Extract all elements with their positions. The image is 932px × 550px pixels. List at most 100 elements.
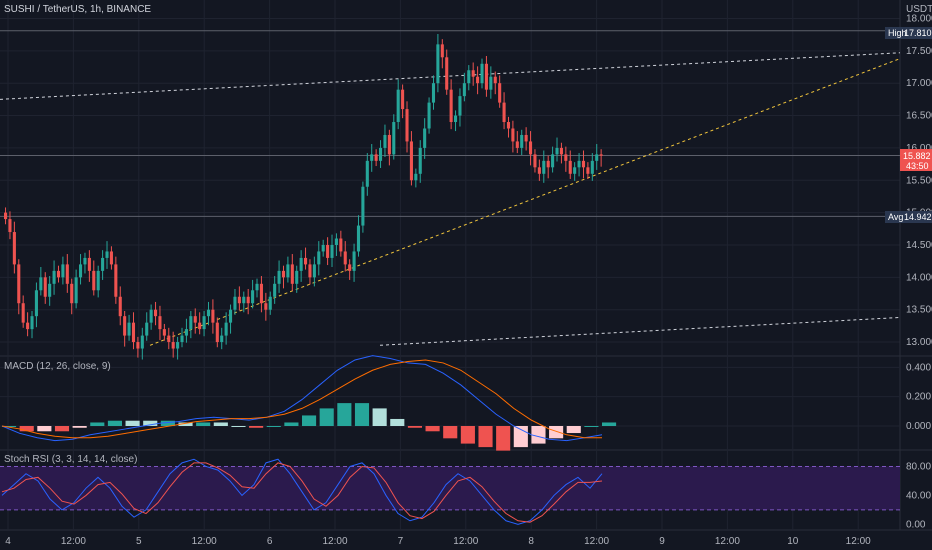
- candle-body: [34, 290, 38, 317]
- candle-body: [520, 134, 524, 148]
- candle-body: [220, 335, 224, 343]
- candle-body: [568, 160, 572, 174]
- candle-body: [268, 296, 272, 310]
- candlestick-series: [4, 34, 603, 360]
- candle-body: [109, 251, 113, 265]
- macd-histogram-bar: [566, 426, 581, 434]
- y-tick-label: 15.500: [906, 175, 932, 186]
- candle-body: [65, 264, 69, 284]
- candle-body: [334, 238, 338, 245]
- candle-body: [158, 316, 162, 330]
- signal-line: [1, 359, 602, 439]
- candle-body: [17, 264, 21, 304]
- candle-body: [229, 309, 233, 323]
- macd-histogram-bar: [37, 426, 52, 432]
- candle-body: [586, 167, 590, 174]
- candle-body: [564, 154, 568, 161]
- macd-title: MACD (12, 26, close, 9): [4, 361, 111, 372]
- macd-histogram-bar: [19, 426, 34, 432]
- candle-body: [498, 83, 502, 103]
- candle-body: [533, 154, 537, 168]
- candle-body: [8, 219, 12, 233]
- candle-body: [281, 270, 286, 278]
- candle-body: [449, 89, 453, 123]
- macd-histogram-bar: [2, 426, 17, 427]
- candle-body: [581, 160, 586, 168]
- candle-body: [70, 283, 74, 304]
- candle-body: [26, 322, 30, 330]
- y-tick-label: 17.000: [906, 78, 932, 89]
- candle-body: [445, 57, 449, 90]
- avg-label: Avg: [888, 212, 903, 222]
- candle-body: [502, 102, 506, 123]
- macd-histogram-bar: [443, 426, 458, 439]
- macd-histogram-bar: [231, 426, 246, 427]
- macd-histogram-bar: [54, 426, 70, 432]
- high-label: High: [888, 28, 907, 38]
- stoch-title: Stoch RSI (3, 3, 14, 14, close): [4, 454, 137, 465]
- candle-body: [414, 173, 418, 181]
- avg-tag: Avg 14.942: [885, 211, 932, 223]
- candle-body: [467, 70, 471, 84]
- candle-body: [171, 342, 175, 349]
- x-tick-label: 7: [398, 536, 404, 547]
- currency-label: USDT: [906, 4, 932, 15]
- candle-body: [542, 160, 546, 174]
- candle-body: [4, 212, 8, 220]
- macd-histogram-bar: [107, 420, 122, 426]
- candle-body: [405, 109, 409, 142]
- macd-histogram-bar: [125, 420, 140, 426]
- macd-histogram-bar: [602, 422, 617, 426]
- candle-body: [145, 322, 149, 336]
- candle-body: [396, 89, 400, 123]
- candle-body: [326, 244, 330, 258]
- macd-histogram-bar: [354, 403, 370, 426]
- candle-body: [506, 122, 511, 129]
- macd-pane: [0, 355, 900, 451]
- candle-body: [348, 264, 352, 271]
- candle-body: [299, 257, 303, 271]
- candle-body: [418, 147, 422, 174]
- candle-body: [515, 141, 519, 148]
- y-tick-label: 17.500: [906, 46, 932, 57]
- x-tick-label: 12:00: [846, 536, 871, 547]
- x-tick-label: 12:00: [61, 536, 86, 547]
- y-tick-label: 14.000: [906, 272, 932, 283]
- candle-body: [383, 134, 387, 148]
- candle-body: [259, 283, 263, 304]
- y-tick-label: 16.500: [906, 111, 932, 122]
- y-tick-label: 16.000: [906, 143, 932, 154]
- candle-body: [440, 44, 444, 58]
- candle-body: [312, 264, 316, 278]
- candle-body: [577, 160, 581, 168]
- candle-body: [131, 322, 136, 343]
- candle-body: [290, 264, 294, 284]
- x-tick-label: 10: [787, 536, 799, 547]
- candle-body: [105, 251, 109, 258]
- candle-body: [511, 128, 515, 142]
- candle-body: [317, 251, 321, 265]
- candle-body: [546, 160, 550, 168]
- macd-histogram-bar: [90, 422, 105, 426]
- high-value: 17.810: [904, 28, 932, 38]
- candle-body: [573, 167, 577, 174]
- macd-histogram-bar: [284, 422, 299, 426]
- candle-body: [343, 251, 347, 265]
- x-tick-label: 5: [136, 536, 142, 547]
- candle-body: [480, 63, 484, 84]
- macd-line: [1, 355, 603, 442]
- x-tick-label: 12:00: [322, 536, 347, 547]
- candle-body: [101, 257, 105, 271]
- macd-histogram-bar: [584, 426, 599, 427]
- high-tag: High 17.810: [885, 27, 932, 39]
- candle-body: [21, 303, 25, 323]
- candle-body: [96, 270, 100, 291]
- symbol-title: SUSHI / TetherUS, 1h, BINANCE: [4, 4, 151, 15]
- candle-body: [30, 316, 34, 330]
- candle-body: [189, 316, 193, 330]
- macd-histogram-bar: [496, 426, 511, 451]
- candle-body: [215, 322, 219, 343]
- candle-body: [462, 83, 466, 97]
- candle-body: [176, 342, 180, 349]
